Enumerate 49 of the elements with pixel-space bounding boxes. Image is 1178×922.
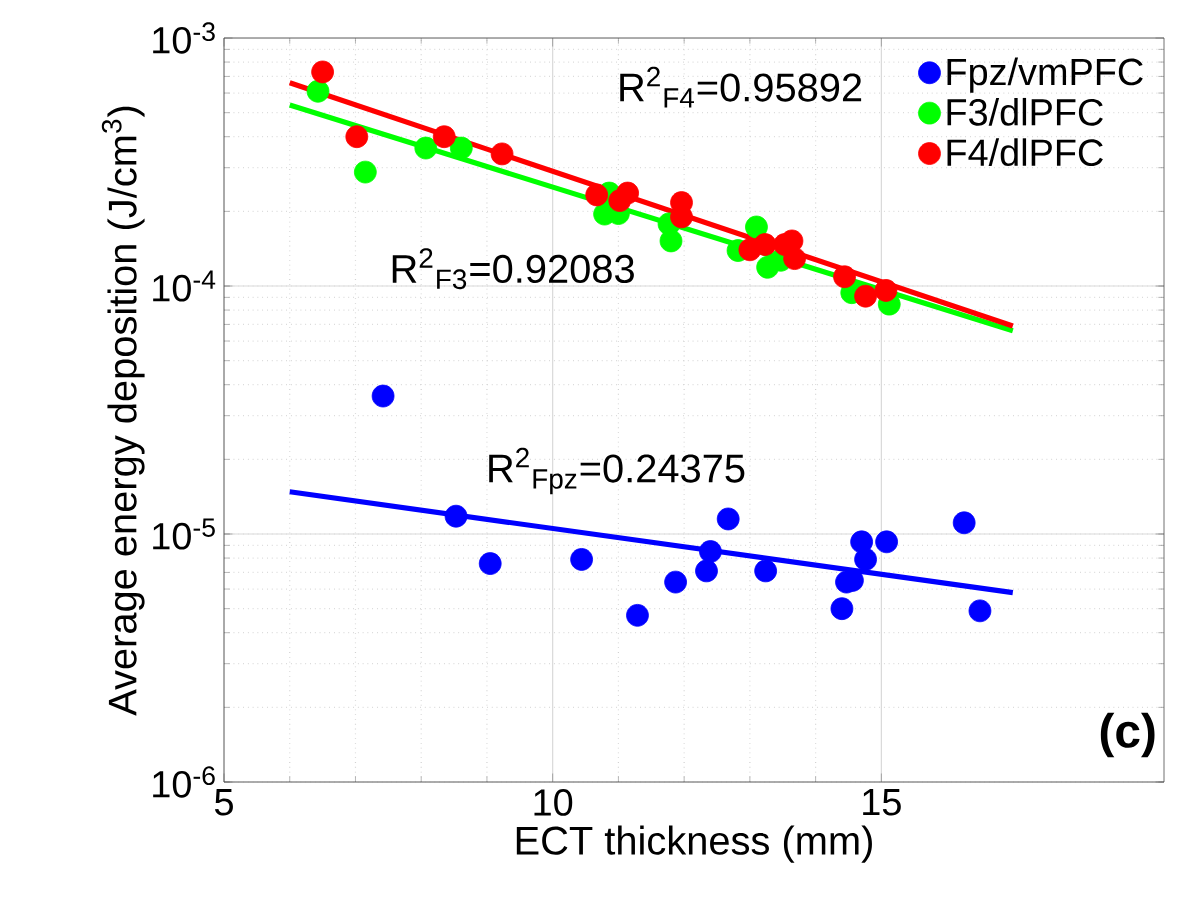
point bbox=[449, 136, 473, 160]
point bbox=[850, 530, 873, 554]
point bbox=[745, 215, 768, 239]
point bbox=[570, 548, 593, 571]
point bbox=[874, 279, 898, 302]
point bbox=[968, 599, 992, 623]
point bbox=[353, 160, 377, 184]
legend-label: Fpz/vmPFC bbox=[947, 57, 1143, 93]
point bbox=[371, 384, 395, 408]
point bbox=[699, 540, 722, 563]
point bbox=[490, 142, 514, 166]
point bbox=[854, 284, 877, 308]
point bbox=[664, 570, 687, 594]
point bbox=[952, 511, 976, 535]
annotation: R$^{2}$$_{Fpz}$=0.24375 bbox=[489, 447, 745, 495]
point bbox=[444, 504, 468, 528]
point bbox=[585, 183, 609, 207]
annotation: R$^{2}$$_{F4}$=0.95892 bbox=[620, 66, 862, 108]
point bbox=[875, 530, 898, 554]
legend-label: F4/dlPFC bbox=[947, 138, 1103, 167]
y-tick-label: 10$^{-4}$ bbox=[153, 270, 216, 302]
point bbox=[783, 247, 806, 270]
y-tick-label: 10$^{-5}$ bbox=[153, 518, 215, 550]
annotation: R$^{2}$$_{F3}$=0.92083 bbox=[392, 248, 634, 290]
point bbox=[616, 181, 639, 205]
x-tick-label: 10 bbox=[534, 789, 573, 816]
point bbox=[311, 60, 334, 84]
x-tick-label: 15 bbox=[863, 789, 901, 816]
x-axis-title: ECT thickness (mm) bbox=[516, 825, 872, 863]
point bbox=[854, 548, 877, 571]
point bbox=[345, 125, 369, 149]
point bbox=[716, 507, 740, 531]
point bbox=[695, 559, 718, 583]
legend-label: F3/dlPFC bbox=[947, 97, 1103, 126]
point bbox=[659, 229, 683, 253]
y-axis-title: Average energy deposition (J/cm$^{3}$) bbox=[101, 106, 145, 716]
point bbox=[478, 552, 502, 575]
y-tick-label: 10$^{-6}$ bbox=[153, 766, 215, 798]
point bbox=[432, 125, 456, 149]
point bbox=[833, 265, 856, 289]
point bbox=[754, 559, 778, 583]
point bbox=[306, 79, 330, 103]
point bbox=[753, 233, 777, 256]
point bbox=[414, 136, 438, 160]
x-tick-label: 5 bbox=[214, 789, 233, 816]
annotation: (c) bbox=[1100, 712, 1155, 758]
y-tick-label: 10$^{-3}$ bbox=[153, 22, 215, 54]
point bbox=[626, 603, 649, 627]
point bbox=[830, 597, 854, 621]
